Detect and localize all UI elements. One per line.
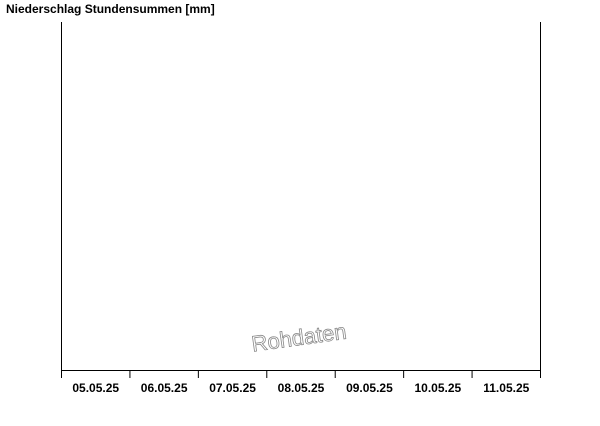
x-tick-label: 09.05.25 <box>346 381 393 395</box>
watermark: Rohdaten <box>250 319 348 357</box>
x-tick-label: 10.05.25 <box>414 381 461 395</box>
x-tick-label: 06.05.25 <box>141 381 188 395</box>
x-tick-label: 08.05.25 <box>278 381 325 395</box>
x-tick-label: 07.05.25 <box>209 381 256 395</box>
chart-title: Niederschlag Stundensummen [mm] <box>6 2 215 16</box>
x-tick-label: 05.05.25 <box>72 381 119 395</box>
x-tick-label: 11.05.25 <box>483 381 529 395</box>
